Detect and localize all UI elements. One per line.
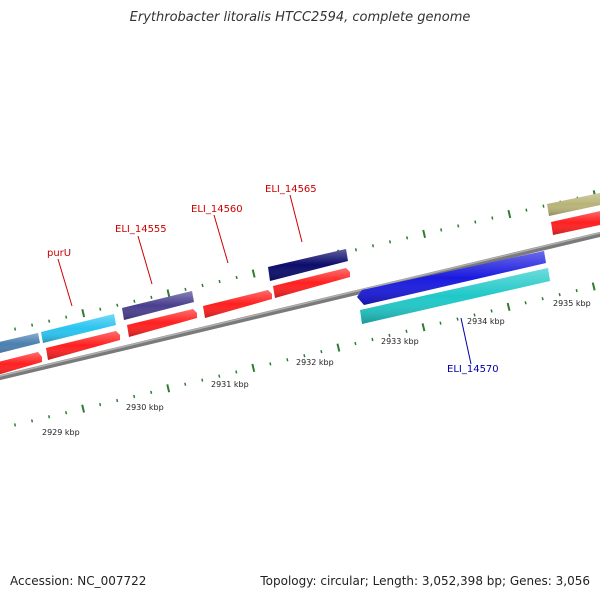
gene-feature-ELI_14560[interactable] <box>203 290 272 318</box>
gene-label-ELI_14555[interactable]: ELI_14555 <box>115 224 167 235</box>
minor-tick <box>473 313 476 317</box>
minor-tick <box>65 315 68 319</box>
gene-label-purU[interactable]: purU <box>47 248 71 259</box>
gene-feature-ELI_14555[interactable] <box>122 291 194 320</box>
minor-tick <box>133 299 136 303</box>
gene-feature[interactable] <box>273 268 350 298</box>
minor-tick <box>525 208 528 212</box>
minor-tick <box>524 301 527 305</box>
page-title: Erythrobacter litoralis HTCC2594, comple… <box>129 10 471 25</box>
genome-backbone <box>0 231 600 381</box>
gene-features <box>0 192 600 376</box>
major-tick <box>507 209 512 219</box>
major-tick <box>591 282 596 291</box>
gene-label-ELI_14570[interactable]: ELI_14570 <box>447 364 499 375</box>
minor-tick <box>439 321 442 325</box>
major-tick <box>251 269 256 278</box>
gene-feature[interactable] <box>0 352 42 376</box>
gene-feature[interactable] <box>127 309 197 337</box>
ruler-label-2934: 2934 kbp <box>467 317 505 326</box>
minor-tick <box>388 240 392 244</box>
gene-feature-ELI_14565[interactable] <box>268 249 348 281</box>
major-tick <box>336 343 341 352</box>
footer-accession: Accession: NC_007722 <box>10 574 147 588</box>
minor-tick <box>99 402 102 407</box>
ruler-label-2931: 2931 kbp <box>211 380 249 389</box>
minor-tick <box>406 236 409 240</box>
minor-tick <box>388 333 391 337</box>
minor-tick <box>371 337 374 342</box>
major-tick <box>251 363 256 373</box>
gene-feature[interactable] <box>547 192 600 216</box>
minor-tick <box>116 303 119 307</box>
minor-tick <box>184 382 187 386</box>
lower-tick-track <box>13 282 596 427</box>
major-tick <box>166 384 171 393</box>
minor-tick <box>201 378 204 382</box>
ruler-labels: 2929 kbp 2930 kbp 2931 kbp 2932 kbp 2933… <box>42 299 591 437</box>
major-tick <box>421 323 426 332</box>
minor-tick <box>303 354 306 358</box>
minor-tick <box>133 394 136 399</box>
gene-feature-ELI_14570[interactable] <box>360 268 550 324</box>
minor-tick <box>201 283 204 288</box>
ruler-label-2930: 2930 kbp <box>126 403 164 412</box>
minor-tick <box>184 287 187 292</box>
minor-tick <box>65 411 68 415</box>
gene-feature-purU[interactable] <box>41 314 116 343</box>
major-tick <box>422 229 427 239</box>
minor-tick <box>575 288 578 293</box>
minor-tick <box>371 244 375 248</box>
minor-tick <box>541 297 544 301</box>
minor-tick <box>542 204 545 208</box>
minor-tick <box>235 275 238 280</box>
minor-tick <box>456 317 459 321</box>
minor-tick <box>474 220 477 224</box>
minor-tick <box>235 370 238 374</box>
minor-tick <box>354 248 358 252</box>
ruler-label-2935: 2935 kbp <box>553 299 591 308</box>
gene-feature[interactable] <box>0 333 40 355</box>
gene-labels: purU ELI_14555 ELI_14560 ELI_14565 ELI_1… <box>47 184 499 375</box>
gene-label-ELI_14565[interactable]: ELI_14565 <box>265 184 317 195</box>
minor-tick <box>150 390 153 394</box>
minor-tick <box>13 327 17 331</box>
major-tick <box>81 404 86 413</box>
minor-tick <box>491 216 494 220</box>
minor-tick <box>457 224 460 228</box>
minor-tick <box>30 419 34 423</box>
minor-tick <box>218 279 221 284</box>
major-tick <box>81 309 86 318</box>
minor-tick <box>150 295 153 299</box>
minor-tick <box>116 398 119 403</box>
minor-tick <box>48 319 51 323</box>
major-tick <box>166 289 171 298</box>
minor-tick <box>13 423 17 427</box>
gene-feature[interactable] <box>46 331 120 360</box>
ruler-label-2933: 2933 kbp <box>381 337 419 346</box>
minor-tick <box>354 341 357 346</box>
minor-tick <box>31 323 34 327</box>
minor-tick <box>490 309 493 313</box>
gene-feature[interactable] <box>357 251 546 305</box>
ruler-label-2929: 2929 kbp <box>42 428 80 437</box>
genome-map: 2929 kbp 2930 kbp 2931 kbp 2932 kbp 2933… <box>0 184 600 437</box>
footer-summary: Topology: circular; Length: 3,052,398 bp… <box>260 574 590 588</box>
upper-tick-track <box>13 190 597 331</box>
minor-tick <box>99 307 102 311</box>
minor-tick <box>218 374 221 378</box>
minor-tick <box>320 350 323 354</box>
minor-tick <box>558 293 561 297</box>
minor-tick <box>47 415 51 419</box>
ruler-label-2932: 2932 kbp <box>296 358 334 367</box>
minor-tick <box>286 358 289 362</box>
gene-label-ELI_14560[interactable]: ELI_14560 <box>191 204 243 215</box>
minor-tick <box>405 329 408 333</box>
minor-tick <box>440 228 443 232</box>
gene-feature[interactable] <box>551 210 600 235</box>
minor-tick <box>269 362 272 366</box>
major-tick <box>506 302 511 311</box>
